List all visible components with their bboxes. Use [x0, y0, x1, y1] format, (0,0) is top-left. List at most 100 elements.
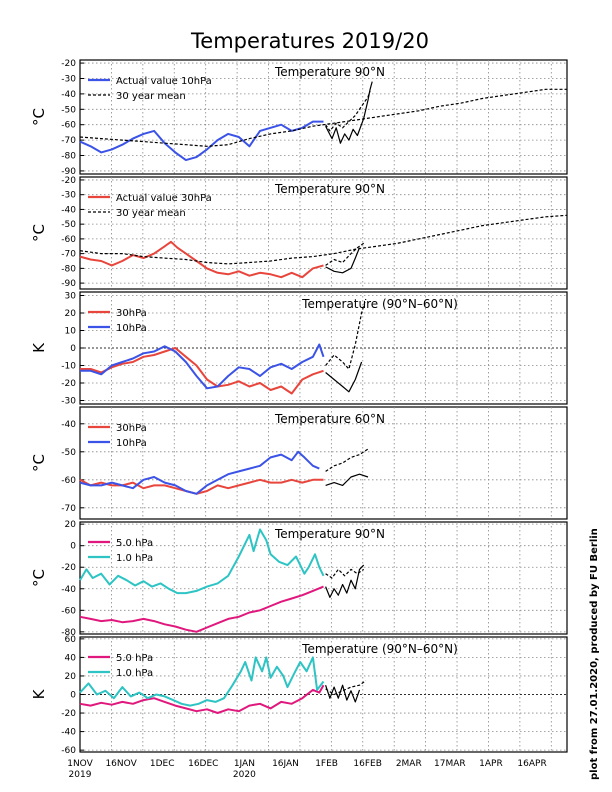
- y-tick-label: -60: [61, 606, 76, 616]
- panel-title: Temperature 60°N: [274, 412, 385, 426]
- y-tick-label: -70: [61, 504, 76, 514]
- series-line: [325, 680, 367, 696]
- y-tick-label: -60: [61, 746, 76, 756]
- y-tick-label: -40: [61, 90, 76, 100]
- series-line: [325, 473, 369, 486]
- panel-frame: [79, 59, 568, 175]
- y-tick-label: 20: [65, 672, 77, 682]
- panel-title: Temperature (90°N–60°N): [301, 642, 458, 656]
- series-line: [325, 247, 361, 274]
- series-line: [325, 90, 371, 132]
- y-tick-label: 60: [65, 635, 77, 645]
- panel-title: Temperature 90°N: [274, 65, 385, 79]
- x-tick-label: 16APR: [517, 759, 546, 769]
- legend-label: 30 year mean: [116, 91, 186, 102]
- x-tick-label: 16DEC: [188, 759, 218, 769]
- y-tick-label: -30: [61, 74, 76, 84]
- series-line: [79, 120, 324, 162]
- y-tick-label: -80: [61, 264, 76, 274]
- y-tick-label: -40: [61, 728, 76, 738]
- legend-label: 5.0 hPa: [116, 538, 153, 549]
- y-axis-label: °C: [30, 224, 48, 242]
- x-axis: 1NOV 16NOV 1DEC 16DEC 1JAN 16JAN 1FEB 16FEB 2MAR…: [67, 759, 546, 780]
- legend-label: 5.0 hPa: [116, 653, 153, 664]
- panel-title: Temperature (90°N–60°N): [301, 297, 458, 311]
- series-line: [325, 568, 365, 579]
- figure-title: Temperatures 2019/20: [190, 29, 429, 53]
- legend-label: 30 year mean: [116, 208, 186, 219]
- legend-label: 1.0 hPa: [116, 553, 153, 564]
- y-tick-label: -50: [61, 105, 76, 115]
- x-tick-label: 1APR: [479, 759, 503, 769]
- y-tick-label: 30: [65, 292, 77, 302]
- legend-label: 1.0 hPa: [116, 668, 153, 679]
- y-tick-label: 0: [70, 691, 76, 701]
- y-tick-label: 20: [65, 309, 77, 319]
- y-axis-label: K: [30, 688, 48, 699]
- series-line: [79, 450, 320, 495]
- panel-title: Temperature 90°N: [274, 527, 385, 541]
- y-tick-label: -70: [61, 136, 76, 146]
- series-line: [79, 88, 567, 147]
- y-tick-label: -20: [61, 709, 76, 719]
- y-tick-label: -30: [61, 397, 76, 407]
- series-line: [325, 298, 367, 370]
- panel-title: Temperature 90°N: [274, 182, 385, 196]
- credit-text: plot from 27.01.2020, produced by FU Ber…: [589, 528, 600, 780]
- legend-label: 10hPa: [116, 323, 147, 334]
- panel-4: -70 -60 -50 -40 °C Temperature 60°N 30hPa 10hPa: [30, 406, 568, 520]
- legend-label: 30hPa: [116, 423, 147, 434]
- y-axis-label: °C: [30, 569, 48, 587]
- y-tick-label: -20: [61, 176, 76, 186]
- series-line: [79, 684, 325, 714]
- y-tick-label: -10: [61, 362, 76, 372]
- panel-6: -60 -40 -20 0 20 40 60 K Temperature (90°N–60°N)…: [30, 635, 568, 756]
- series-line: [80, 347, 324, 395]
- x-tick-label: 1DEC: [150, 759, 175, 769]
- x-tick-label: 16NOV: [105, 759, 137, 769]
- series-line: [79, 478, 324, 495]
- y-tick-label: -90: [61, 167, 76, 177]
- y-tick-label: -60: [61, 121, 76, 131]
- x-tick-label: 2MAR: [396, 759, 422, 769]
- series-line: [79, 585, 324, 633]
- y-tick-label: -20: [61, 563, 76, 573]
- series-line: [325, 81, 373, 144]
- y-tick-label: -80: [61, 628, 76, 638]
- y-tick-label: -50: [61, 220, 76, 230]
- panel-1: -90 -80 -70 -60 -50 -40 -30 -20 °C Temperature 90…: [30, 59, 568, 177]
- series-line: [79, 214, 568, 265]
- series-line: [79, 240, 324, 279]
- x-tick-label: 1FEB: [315, 759, 338, 769]
- panel-frame: [79, 521, 568, 635]
- y-axis-label: °C: [30, 454, 48, 472]
- series-line: [79, 528, 325, 595]
- y-tick-label: -50: [61, 448, 76, 458]
- legend-label: 10hPa: [116, 438, 147, 449]
- series-line: [325, 564, 365, 598]
- x-tick-label: 16JAN: [272, 759, 299, 769]
- y-tick-label: -80: [61, 152, 76, 162]
- y-tick-label: 40: [65, 653, 77, 663]
- x-tick-label: 16FEB: [353, 759, 382, 769]
- series-line: [79, 656, 325, 707]
- x-tick-label: 17MAR: [434, 759, 466, 769]
- series-line: [325, 448, 369, 472]
- y-tick-label: -40: [61, 205, 76, 215]
- y-tick-label: -60: [61, 476, 76, 486]
- x-year-label: 2019: [69, 770, 92, 780]
- y-tick-label: 0: [70, 344, 76, 354]
- y-tick-label: -20: [61, 379, 76, 389]
- x-year-label: 2020: [233, 770, 256, 780]
- legend-label: Actual value 10hPa: [116, 76, 212, 87]
- panel-3: -30 -20 -10 0 10 20 30 K Temperature (90°N–60°N)…: [30, 291, 568, 407]
- panel-frame: [79, 176, 568, 290]
- series-line: [80, 343, 325, 390]
- y-axis-label: °C: [30, 108, 48, 126]
- panel-2: -90 -80 -70 -60 -50 -40 -30 -20 °C Temperature 90…: [30, 176, 568, 290]
- y-tick-label: -70: [61, 250, 76, 260]
- panel-5: -80 -60 -40 -20 0 20 °C Temperature 90°N 5.0 hPa…: [30, 520, 568, 638]
- y-tick-label: -40: [61, 585, 76, 595]
- x-tick-label: 1JAN: [234, 759, 255, 769]
- series-line: [325, 684, 361, 703]
